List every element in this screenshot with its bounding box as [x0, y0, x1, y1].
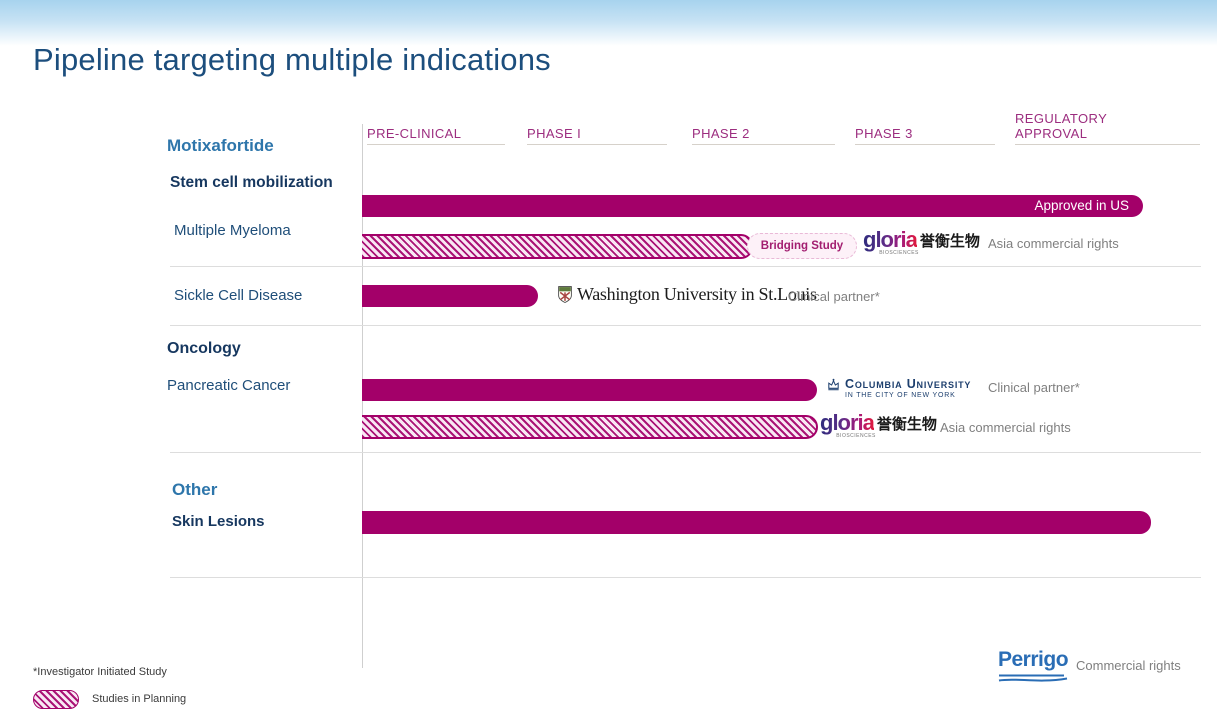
stage-header-label: PHASE 2 — [692, 126, 750, 141]
perrigo-logo-text: Perrigo — [998, 648, 1069, 671]
gloria-logo-chinese: 誉衡生物 — [919, 231, 980, 250]
clinical-partner-note-sickle: Clinical partner* — [788, 289, 880, 304]
row-label-sickle-cell-disease: Sickle Cell Disease — [174, 287, 303, 304]
row-label-stem-cell-mobilization: Stem cell mobilization — [170, 174, 333, 191]
stage-header-phase2: PHASE 2 — [692, 100, 835, 145]
gloria-logo-subtext: BIOSCIENCES — [879, 250, 919, 256]
section-label-motixafortide: Motixafortide — [167, 136, 274, 155]
washu-shield-icon — [558, 286, 572, 303]
gloria-biosciences-logo: gloria BIOSCIENCES 誉衡生物 — [863, 227, 980, 256]
gloria-logo-wordmark: gloria BIOSCIENCES — [863, 227, 918, 256]
row-separator — [170, 577, 1201, 578]
bridging-study-pill: Bridging Study — [747, 233, 857, 259]
bar-pancreatic-cancer — [362, 379, 817, 401]
bar-stem-cell-mobilization: Approved in US — [362, 195, 1143, 217]
stage-header-phase1: PHASE I — [527, 100, 667, 145]
columbia-logo-line2: In the City of New York — [845, 392, 956, 399]
gloria-logo-text: gloria — [863, 227, 918, 252]
gloria-logo-subtext: BIOSCIENCES — [836, 433, 876, 439]
section-label-other: Other — [172, 480, 218, 499]
stage-header-label: PHASE 3 — [855, 126, 913, 141]
columbia-crown-icon — [828, 378, 839, 391]
bar-multiple-myeloma-planned — [362, 234, 753, 259]
bar-sickle-cell-disease — [362, 285, 538, 307]
washu-logo-text: Washington University in St.Louis — [577, 284, 817, 304]
stage-header-label: PRE-CLINICAL — [367, 126, 462, 141]
columbia-logo-textblock: Columbia University In the City of New Y… — [845, 378, 971, 400]
stage-header-preclinical: PRE-CLINICAL — [367, 100, 505, 145]
asia-commercial-rights-note: Asia commercial rights — [940, 420, 1071, 435]
legend-hatched-swatch — [33, 690, 79, 709]
row-label-pancreatic-cancer: Pancreatic Cancer — [167, 377, 291, 394]
row-separator — [170, 266, 1201, 267]
row-label-skin-lesions: Skin Lesions — [172, 513, 265, 530]
section-label-oncology: Oncology — [167, 340, 241, 357]
top-gradient-band — [0, 0, 1217, 46]
stage-header-label: REGULATORY APPROVAL — [1015, 111, 1107, 141]
row-separator — [170, 325, 1201, 326]
approved-in-us-badge: Approved in US — [1034, 198, 1129, 213]
stage-header-phase3: PHASE 3 — [855, 100, 995, 145]
perrigo-logo: Perrigo — [998, 648, 1069, 689]
bar-pancreatic-cancer-planned — [362, 415, 818, 439]
legend-studies-in-planning-label: Studies in Planning — [92, 693, 187, 705]
stage-header-label: PHASE I — [527, 126, 582, 141]
page-title: Pipeline targeting multiple indications — [33, 42, 551, 77]
footnote-investigator: *Investigator Initiated Study — [33, 666, 167, 678]
stage-header-regulatory: REGULATORY APPROVAL — [1015, 100, 1200, 145]
columbia-logo-line1: Columbia University — [845, 377, 972, 391]
row-separator — [170, 452, 1201, 453]
perrigo-logo-underline — [998, 674, 1068, 682]
clinical-partner-note-pancreatic: Clinical partner* — [988, 380, 1080, 395]
gloria-logo-wordmark: gloria BIOSCIENCES — [820, 410, 875, 439]
bar-skin-lesions — [362, 511, 1151, 534]
commercial-rights-note: Commercial rights — [1076, 658, 1181, 673]
columbia-university-logo: Columbia University In the City of New Y… — [826, 378, 971, 400]
gloria-logo-text: gloria — [820, 410, 875, 435]
washington-university-logo: Washington University in St.Louis — [558, 284, 817, 305]
gloria-biosciences-logo: gloria BIOSCIENCES 誉衡生物 — [820, 410, 937, 439]
asia-commercial-rights-note: Asia commercial rights — [988, 236, 1119, 251]
gloria-logo-chinese: 誉衡生物 — [876, 414, 937, 433]
row-label-multiple-myeloma: Multiple Myeloma — [174, 222, 291, 239]
